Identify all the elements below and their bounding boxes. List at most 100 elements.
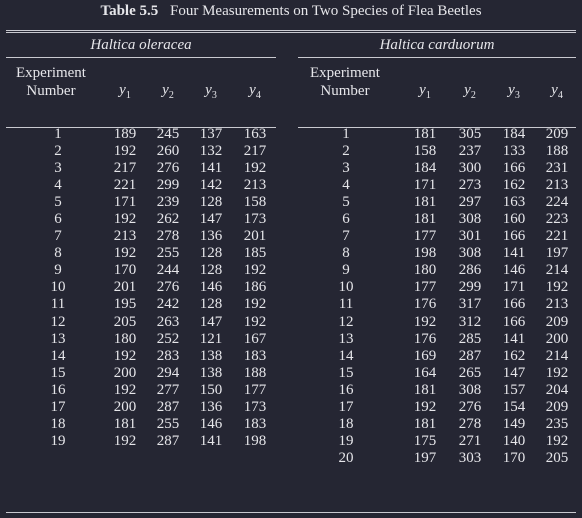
measurement-cell-y4: 188: [545, 143, 569, 160]
measurement-cell-y2: 244: [156, 262, 180, 279]
var-subscript: 3: [211, 90, 217, 101]
measurement-cell-y1: 171: [413, 177, 437, 194]
table-row: 1 181 305 184 209: [0, 126, 582, 143]
experiment-number-cell: 15: [50, 364, 66, 381]
table-row: 10 177 299 171 192: [0, 279, 582, 296]
table-row: 6 192 262 147 173: [0, 211, 290, 228]
experiment-number-cell: 10: [338, 279, 354, 296]
measurement-cell-y1: 181: [113, 415, 137, 432]
measurement-cell-y1: 164: [413, 364, 437, 381]
measurement-cell-y2: 278: [156, 228, 180, 245]
measurement-cell-y3: 132: [199, 143, 223, 160]
measurement-cell-y3: 138: [199, 347, 223, 364]
experiment-number-cell: 16: [338, 381, 354, 398]
table-row: 8 198 308 141 197: [0, 245, 582, 262]
measurement-cell-y4: 177: [243, 381, 267, 398]
experiment-number-cell: 4: [342, 177, 350, 194]
experiment-number-cell: 5: [342, 194, 350, 211]
measurement-cell-y4: 200: [545, 330, 569, 347]
experiment-header-line1: Experiment: [310, 65, 380, 81]
top-rule-double: [6, 32, 576, 33]
measurement-cell-y1: 175: [413, 432, 437, 449]
measurement-cell-y1: 170: [113, 262, 137, 279]
measurement-cell-y4: 213: [545, 177, 569, 194]
var-symbol: y: [419, 82, 426, 98]
experiment-number-cell: 7: [54, 228, 62, 245]
measurement-cell-y2: 299: [458, 279, 482, 296]
measurement-cell-y4: 192: [243, 296, 267, 313]
measurement-cell-y1: 181: [413, 194, 437, 211]
measurement-cell-y1: 200: [113, 364, 137, 381]
measurement-cell-y2: 299: [156, 177, 180, 194]
measurement-cell-y2: 303: [458, 449, 482, 466]
measurement-cell-y1: 181: [413, 415, 437, 432]
measurement-cell-y3: 150: [199, 381, 223, 398]
species-heading-carduorum: Haltica carduorum: [379, 37, 495, 53]
measurement-cell-y3: 137: [199, 126, 223, 142]
measurement-cell-y3: 146: [199, 415, 223, 432]
measurement-cell-y4: 192: [545, 364, 569, 381]
measurement-cell-y1: 192: [113, 143, 137, 160]
experiment-number-cell: 20: [338, 449, 354, 466]
table-row: 8 192 255 128 185: [0, 245, 290, 262]
experiment-number-cell: 2: [54, 143, 62, 160]
table-row: 12 205 263 147 192: [0, 314, 290, 331]
measurement-cell-y3: 136: [199, 228, 223, 245]
species-rule-left: [6, 57, 276, 58]
measurement-cell-y2: 300: [458, 160, 482, 177]
measurement-cell-y3: 171: [502, 279, 526, 296]
measurement-cell-y3: 146: [502, 262, 526, 279]
var-subscript: 4: [255, 90, 261, 101]
carduorum-table: 1 181 305 184 209 2 158 237 133 188 3 184 300 166 231 4…: [0, 126, 582, 467]
measurement-cell-y2: 239: [156, 194, 180, 211]
measurement-cell-y1: 189: [113, 126, 137, 142]
measurement-cell-y3: 140: [502, 432, 526, 449]
measurement-cell-y4: 209: [545, 313, 569, 330]
measurement-cell-y2: 276: [156, 160, 180, 177]
experiment-number-cell: 12: [50, 313, 66, 330]
measurement-cell-y3: 166: [502, 228, 526, 245]
measurement-cell-y3: 147: [199, 211, 223, 228]
measurement-cell-y1: 177: [413, 228, 437, 245]
experiment-header-line2: Number: [320, 83, 370, 99]
measurement-cell-y4: 183: [243, 415, 267, 432]
measurement-cell-y1: 195: [113, 296, 137, 313]
table-row: 11 195 242 128 192: [0, 296, 290, 313]
experiment-number-cell: 6: [342, 211, 350, 228]
measurement-cell-y3: 163: [502, 194, 526, 211]
measurement-cell-y4: 173: [243, 398, 267, 415]
measurement-cell-y4: 214: [545, 347, 569, 364]
measurement-cell-y2: 308: [458, 381, 482, 398]
measurement-cell-y3: 146: [199, 279, 223, 296]
measurement-cell-y2: 285: [458, 330, 482, 347]
experiment-number-cell: 13: [50, 330, 66, 347]
measurement-cell-y4: 213: [243, 177, 267, 194]
measurement-cell-y4: 205: [545, 449, 569, 466]
oleracea-var-header-y1: y1: [105, 82, 145, 101]
measurement-cell-y4: 158: [243, 194, 267, 211]
measurement-cell-y1: 197: [413, 449, 437, 466]
measurement-cell-y4: 221: [545, 228, 569, 245]
measurement-cell-y1: 176: [413, 296, 437, 313]
measurement-cell-y3: 142: [199, 177, 223, 194]
measurement-cell-y4: 213: [545, 296, 569, 313]
table-row: 18 181 278 149 235: [0, 416, 582, 433]
experiment-number-cell: 5: [54, 194, 62, 211]
measurement-cell-y3: 154: [502, 398, 526, 415]
measurement-cell-y1: 192: [113, 347, 137, 364]
measurement-cell-y2: 308: [458, 245, 482, 262]
table-row: 4 221 299 142 213: [0, 177, 290, 194]
experiment-number-cell: 13: [338, 330, 354, 347]
measurement-cell-y4: 173: [243, 211, 267, 228]
measurement-cell-y2: 305: [458, 126, 482, 142]
measurement-cell-y2: 297: [458, 194, 482, 211]
measurement-cell-y3: 147: [502, 364, 526, 381]
measurement-cell-y3: 128: [199, 245, 223, 262]
measurement-cell-y2: 263: [156, 313, 180, 330]
experiment-number-cell: 2: [342, 143, 350, 160]
measurement-cell-y4: 209: [545, 398, 569, 415]
table-title: Four Measurements on Two Species of Flea…: [170, 3, 482, 19]
measurement-cell-y1: 200: [113, 398, 137, 415]
measurement-cell-y1: 201: [113, 279, 137, 296]
measurement-cell-y4: 197: [545, 245, 569, 262]
